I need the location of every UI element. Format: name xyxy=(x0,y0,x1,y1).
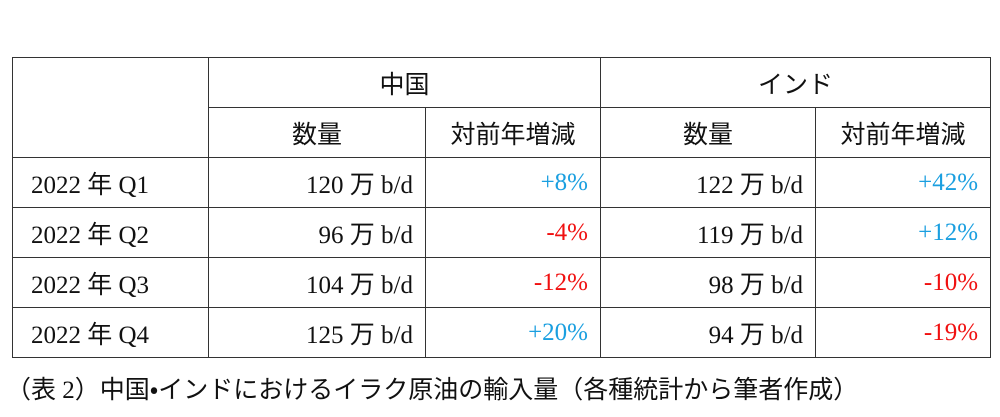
quantity-cell: 104 万 b/d xyxy=(208,257,426,308)
table-body: 2022 年 Q1 120 万 b/d +8% 122 万 b/d +42% 2022 年… xyxy=(12,157,992,358)
subheader: 数量 xyxy=(600,107,817,158)
subheader: 対前年増減 xyxy=(815,107,992,158)
quantity-cell: 94 万 b/d xyxy=(600,307,817,358)
quantity-cell: 122 万 b/d xyxy=(600,157,817,208)
row-label: 2022 年 Q3 xyxy=(12,257,209,308)
subheader: 数量 xyxy=(208,107,426,158)
caption: （表 2）中国・インドにおけるイラク原油の輸入量（各種統計から筆者作成） xyxy=(6,377,859,404)
data-row: 2022 年 Q2 96 万 b/d -4% 119 万 b/d +12% xyxy=(12,207,992,258)
change-cell: -19% xyxy=(815,307,992,358)
quantity-cell: 98 万 b/d xyxy=(600,257,817,308)
change-cell: +8% xyxy=(424,157,602,208)
corner-cell xyxy=(12,57,209,158)
header-row: 中国 インド xyxy=(12,57,992,158)
quantity-cell: 119 万 b/d xyxy=(600,207,817,258)
group-header: 中国 xyxy=(207,57,602,108)
row-label: 2022 年 Q2 xyxy=(12,207,209,258)
change-cell: +42% xyxy=(815,157,992,208)
data-row: 2022 年 Q1 120 万 b/d +8% 122 万 b/d +42% xyxy=(12,157,992,208)
quantity-cell: 96 万 b/d xyxy=(208,207,426,258)
change-cell: +20% xyxy=(424,307,602,358)
subheader: 対前年増減 xyxy=(424,107,602,158)
group-header: インド xyxy=(600,57,992,108)
row-label: 2022 年 Q1 xyxy=(12,157,209,208)
data-row: 2022 年 Q4 125 万 b/d +20% 94 万 b/d -19% xyxy=(12,307,992,358)
row-label: 2022 年 Q4 xyxy=(12,307,209,358)
quantity-cell: 125 万 b/d xyxy=(208,307,426,358)
quantity-cell: 120 万 b/d xyxy=(208,157,426,208)
data-row: 2022 年 Q3 104 万 b/d -12% 98 万 b/d -10% xyxy=(12,257,992,308)
change-cell: -12% xyxy=(424,257,602,308)
table-head: 中国 インド 数量 対前年増減 数量 対前年増減 xyxy=(12,57,992,158)
data-table: 中国 インド 数量 対前年増減 数量 対前年増減 2022 年 Q1 120 万 … xyxy=(12,57,992,358)
change-cell: -4% xyxy=(424,207,602,258)
change-cell: -10% xyxy=(815,257,992,308)
change-cell: +12% xyxy=(815,207,992,258)
